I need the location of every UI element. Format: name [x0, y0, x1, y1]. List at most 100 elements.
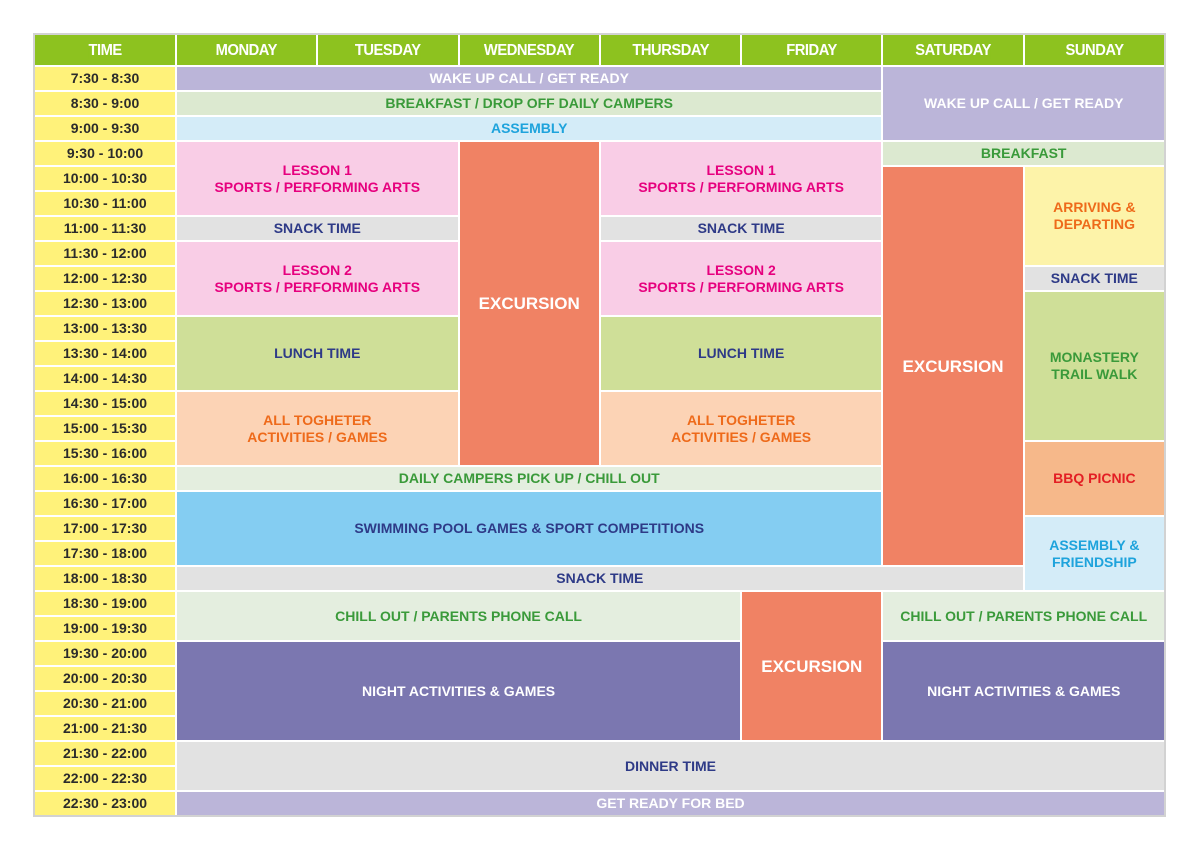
time-slot: 16:00 - 16:30: [35, 467, 175, 490]
time-slot: 9:00 - 9:30: [35, 117, 175, 140]
event-label: LESSON 2 SPORTS / PERFORMING ARTS: [638, 261, 844, 295]
schedule-event-chill: DAILY CAMPERS PICK UP / CHILL OUT: [177, 467, 882, 490]
event-label: BREAKFAST / DROP OFF DAILY CAMPERS: [385, 95, 673, 111]
schedule-event-excursion: EXCURSION: [459, 142, 599, 465]
event-label: ASSEMBLY: [490, 120, 568, 136]
schedule-event-breakfast: BREAKFAST / DROP OFF DAILY CAMPERS: [177, 92, 882, 115]
schedule-event-lesson: LESSON 2 SPORTS / PERFORMING ARTS: [177, 242, 458, 315]
event-label: MONASTERY TRAIL WALK: [1049, 349, 1139, 382]
event-label: SNACK TIME: [697, 220, 785, 236]
event-label: DAILY CAMPERS PICK UP / CHILL OUT: [398, 470, 660, 486]
schedule-event-assembly: ASSEMBLY & FRIENDSHIP: [1024, 517, 1164, 590]
time-slot: 9:30 - 10:00: [35, 142, 175, 165]
event-label: CHILL OUT / PARENTS PHONE CALL: [335, 607, 582, 624]
schedule-event-chill: CHILL OUT / PARENTS PHONE CALL: [177, 592, 741, 640]
schedule-event-monastery: MONASTERY TRAIL WALK: [1024, 292, 1164, 440]
schedule-event-chill: CHILL OUT / PARENTS PHONE CALL: [883, 592, 1164, 640]
event-label: BBQ PICNIC: [1053, 470, 1136, 486]
header-day-label: SATURDAY: [915, 41, 991, 59]
time-slot: 21:00 - 21:30: [35, 717, 175, 740]
time-slot: 16:30 - 17:00: [35, 492, 175, 515]
event-label: LESSON 1 SPORTS / PERFORMING ARTS: [214, 161, 421, 195]
event-label: SWIMMING POOL GAMES & SPORT COMPETITIONS: [354, 520, 705, 536]
time-slot: 14:30 - 15:00: [35, 392, 175, 415]
event-label: LESSON 2 SPORTS / PERFORMING ARTS: [214, 261, 421, 295]
schedule-event-wake: GET READY FOR BED: [177, 792, 1164, 815]
event-label: DINNER TIME: [625, 757, 716, 774]
time-slot: 12:00 - 12:30: [35, 267, 175, 290]
header-day-label: TUESDAY: [355, 41, 421, 59]
header-day-label: WEDNESDAY: [484, 41, 575, 59]
header-day-monday: MONDAY: [177, 35, 317, 65]
header-day-wednesday: WEDNESDAY: [459, 35, 599, 65]
event-label: EXCURSION: [761, 656, 863, 676]
schedule-event-snack: SNACK TIME: [1024, 267, 1164, 290]
schedule-event-snack: SNACK TIME: [177, 567, 1023, 590]
time-slot: 12:30 - 13:00: [35, 292, 175, 315]
schedule-event-wake: WAKE UP CALL / GET READY: [883, 67, 1164, 140]
schedule-event-bbq: BBQ PICNIC: [1024, 442, 1164, 515]
event-label: LUNCH TIME: [274, 345, 361, 361]
time-slot: 22:30 - 23:00: [35, 792, 175, 815]
event-label: ARRIVING & DEPARTING: [1053, 199, 1136, 232]
time-slot: 21:30 - 22:00: [35, 742, 175, 765]
schedule-event-lesson: LESSON 1 SPORTS / PERFORMING ARTS: [600, 142, 882, 215]
header-day-label: SUNDAY: [1065, 41, 1124, 59]
time-slot: 20:00 - 20:30: [35, 667, 175, 690]
schedule-event-together: ALL TOGHETER ACTIVITIES / GAMES: [600, 392, 882, 465]
header-day-label: FRIDAY: [786, 41, 838, 59]
event-label: BREAKFAST: [980, 145, 1067, 161]
schedule-event-swim: SWIMMING POOL GAMES & SPORT COMPETITIONS: [177, 492, 882, 565]
schedule-event-wake: WAKE UP CALL / GET READY: [177, 67, 882, 90]
event-label: SNACK TIME: [273, 220, 361, 236]
schedule-event-lunch: LUNCH TIME: [177, 317, 458, 390]
header-day-thursday: THURSDAY: [600, 35, 741, 65]
time-slot: 22:00 - 22:30: [35, 767, 175, 790]
time-slot: 11:30 - 12:00: [35, 242, 175, 265]
time-slot: 19:00 - 19:30: [35, 617, 175, 640]
event-label: LESSON 1 SPORTS / PERFORMING ARTS: [638, 161, 844, 195]
time-slot: 15:00 - 15:30: [35, 417, 175, 440]
weekly-schedule-table: TIME MONDAY TUESDAY WEDNESDAY THURSDAY FRIDA…: [33, 33, 1166, 817]
time-slot: 13:00 - 13:30: [35, 317, 175, 340]
time-slot: 11:00 - 11:30: [35, 217, 175, 240]
event-label: CHILL OUT / PARENTS PHONE CALL: [900, 607, 1148, 624]
event-label: GET READY FOR BED: [596, 795, 745, 811]
event-label: NIGHT ACTIVITIES & GAMES: [927, 682, 1121, 699]
time-slot: 17:30 - 18:00: [35, 542, 175, 565]
time-slot: 8:30 - 9:00: [35, 92, 175, 115]
event-label: WAKE UP CALL / GET READY: [924, 95, 1124, 111]
event-label: NIGHT ACTIVITIES & GAMES: [361, 682, 556, 699]
schedule-event-excursion: EXCURSION: [742, 592, 882, 740]
event-label: ALL TOGHETER ACTIVITIES / GAMES: [671, 411, 812, 445]
schedule-event-lunch: LUNCH TIME: [600, 317, 882, 390]
schedule-event-breakfast: BREAKFAST: [883, 142, 1164, 165]
time-slot: 18:00 - 18:30: [35, 567, 175, 590]
schedule-event-arriving: ARRIVING & DEPARTING: [1024, 167, 1164, 265]
header-day-sunday: SUNDAY: [1024, 35, 1164, 65]
schedule-event-night: NIGHT ACTIVITIES & GAMES: [883, 642, 1164, 740]
header-day-tuesday: TUESDAY: [318, 35, 458, 65]
schedule-event-excursion: EXCURSION: [883, 167, 1023, 565]
time-slot: 17:00 - 17:30: [35, 517, 175, 540]
header-day-saturday: SATURDAY: [883, 35, 1023, 65]
schedule-event-lesson: LESSON 1 SPORTS / PERFORMING ARTS: [177, 142, 458, 215]
schedule-event-together: ALL TOGHETER ACTIVITIES / GAMES: [177, 392, 458, 465]
header-day-label: MONDAY: [215, 41, 278, 59]
event-label: WAKE UP CALL / GET READY: [429, 70, 629, 86]
schedule-event-snack: DINNER TIME: [177, 742, 1164, 790]
schedule-event-night: NIGHT ACTIVITIES & GAMES: [177, 642, 741, 740]
time-slot: 15:30 - 16:00: [35, 442, 175, 465]
schedule-event-snack: SNACK TIME: [600, 217, 882, 240]
time-slot: 20:30 - 21:00: [35, 692, 175, 715]
event-label: SNACK TIME: [556, 570, 644, 586]
event-label: SNACK TIME: [1050, 270, 1138, 286]
time-slot: 19:30 - 20:00: [35, 642, 175, 665]
time-slot: 10:00 - 10:30: [35, 167, 175, 190]
event-label: LUNCH TIME: [697, 345, 785, 361]
time-slot: 14:00 - 14:30: [35, 367, 175, 390]
time-slot: 18:30 - 19:00: [35, 592, 175, 615]
schedule-event-lesson: LESSON 2 SPORTS / PERFORMING ARTS: [600, 242, 882, 315]
header-time-label: TIME: [88, 41, 122, 59]
event-label: EXCURSION: [478, 294, 580, 313]
